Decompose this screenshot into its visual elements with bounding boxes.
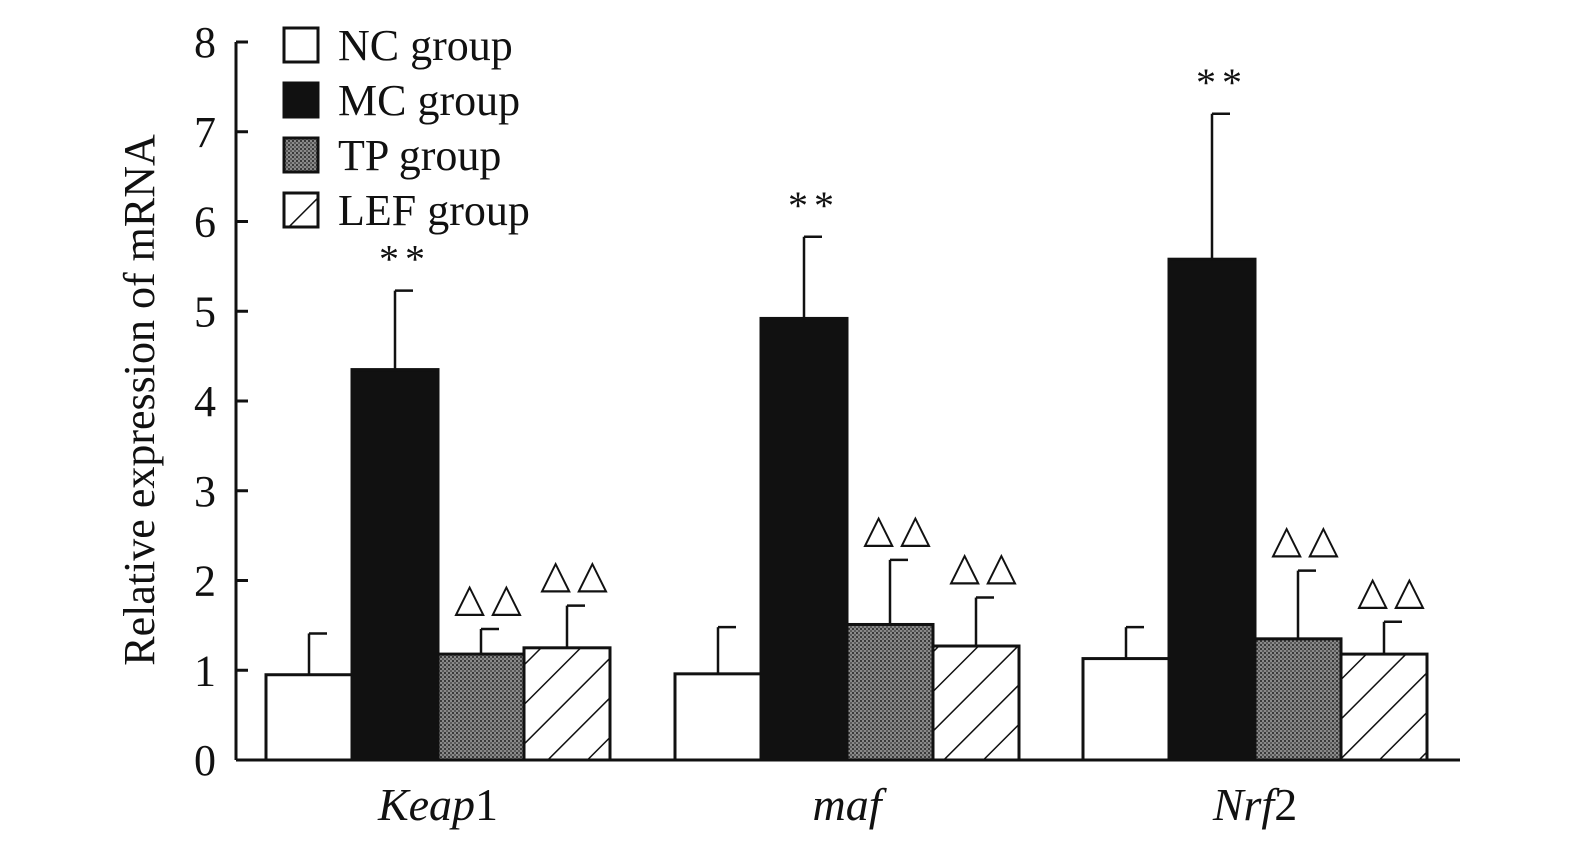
bar: [1081, 657, 1171, 762]
significance-mark: **: [1196, 60, 1248, 105]
y-tick-label: 5: [194, 287, 216, 336]
y-axis-label: Relative expression of mRNA: [115, 134, 164, 666]
legend: NC group MC group TP group LEF group: [282, 21, 530, 235]
legend-swatch: [282, 136, 320, 174]
bar: [522, 646, 612, 762]
bar: [1167, 257, 1257, 762]
bar: [1253, 637, 1343, 762]
legend-swatch: [282, 81, 320, 119]
bar: [436, 652, 526, 762]
y-tick-label: 1: [194, 646, 216, 695]
legend-label: NC group: [338, 21, 513, 70]
bar: [845, 622, 935, 762]
y-tick-label: 3: [194, 467, 216, 516]
bar: [1339, 652, 1429, 762]
category-label-italic: maf: [813, 779, 888, 830]
legend-swatch: [282, 26, 320, 64]
category-label: Keap1: [377, 779, 498, 830]
significance-mark: △△: [454, 575, 528, 620]
significance-mark: △△: [863, 506, 937, 551]
bar: [264, 673, 354, 762]
y-tick-label: 6: [194, 198, 216, 247]
bar: [759, 316, 849, 762]
category-label-italic: Nrf: [1212, 779, 1281, 830]
bar: [931, 644, 1021, 762]
significance-mark: **: [788, 183, 840, 228]
bar: [350, 368, 440, 762]
significance-mark: △△: [949, 544, 1023, 589]
y-tick-label: 4: [194, 377, 216, 426]
y-tick-label: 0: [194, 736, 216, 785]
legend-swatch: [282, 191, 320, 229]
category-label: maf: [813, 779, 888, 830]
y-tick-label: 8: [194, 18, 216, 67]
bar: [673, 672, 763, 762]
significance-mark: **: [379, 237, 431, 282]
legend-label: LEF group: [338, 186, 530, 235]
category-label-suffix: 1: [475, 779, 498, 830]
y-tick-label: 7: [194, 108, 216, 157]
y-axis: 0 1 2 3 4 5 6 7 8: [194, 18, 248, 785]
bars: ** ** ** △△ △△ △△ △△ △△ △△: [264, 60, 1431, 762]
category-labels: Keap1 maf Nrf2: [377, 779, 1297, 830]
category-label-italic: Keap: [377, 779, 475, 830]
y-tick-label: 2: [194, 557, 216, 606]
significance-mark: △△: [1357, 568, 1431, 613]
y-ticks: 0 1 2 3 4 5 6 7 8: [194, 18, 248, 785]
category-label: Nrf2: [1212, 779, 1297, 830]
legend-label: TP group: [338, 131, 501, 180]
legend-label: MC group: [338, 76, 520, 125]
category-label-suffix: 2: [1274, 779, 1297, 830]
significance-mark: △△: [1271, 517, 1345, 562]
significance-mark: △△: [540, 552, 614, 597]
